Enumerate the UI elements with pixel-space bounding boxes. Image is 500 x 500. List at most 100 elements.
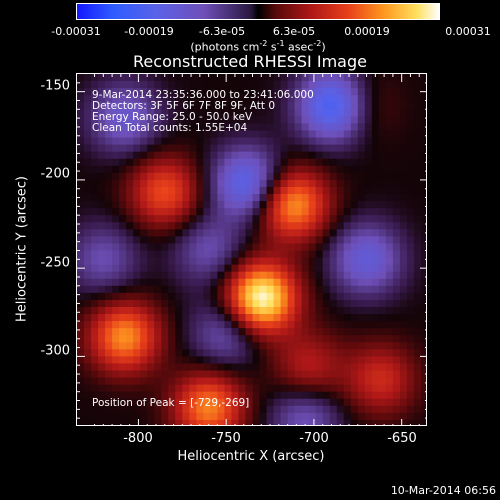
heatmap-cell <box>77 109 85 117</box>
heatmap-cell <box>259 123 268 132</box>
heatmap-cell <box>301 412 310 421</box>
heatmap-cell <box>420 349 426 357</box>
heatmap-cell <box>322 243 331 252</box>
heatmap-cell <box>217 264 226 273</box>
heatmap-cell <box>196 243 204 252</box>
heatmap-cell <box>357 285 366 294</box>
heatmap-cell <box>343 222 352 230</box>
heatmap-cell <box>154 137 162 146</box>
heatmap-cell <box>350 321 359 329</box>
heatmap-cell <box>133 74 141 82</box>
heatmap-cell <box>294 194 303 202</box>
heatmap-cell <box>294 271 303 280</box>
heatmap-cell <box>385 419 394 425</box>
heatmap-cell <box>84 257 92 266</box>
heatmap-cell <box>224 306 233 315</box>
heatmap-cell <box>140 116 148 125</box>
heatmap-cell <box>308 335 317 343</box>
heatmap-cell <box>112 137 120 146</box>
heatmap-cell <box>266 419 275 425</box>
heatmap-cell <box>350 271 359 280</box>
heatmap-cell <box>196 123 204 132</box>
heatmap-cell <box>329 208 338 216</box>
heatmap-cell <box>364 158 373 167</box>
heatmap-cell <box>357 412 366 421</box>
heatmap-cell <box>294 179 303 188</box>
heatmap-cell <box>378 384 387 393</box>
heatmap-cell <box>140 342 148 350</box>
heatmap-cell <box>392 257 401 266</box>
heatmap-cell <box>112 215 120 223</box>
heatmap-cell <box>301 398 310 407</box>
heatmap-cell <box>364 405 373 414</box>
heatmap-cell <box>385 165 394 174</box>
heatmap-cell <box>203 356 211 365</box>
heatmap-cell <box>371 186 380 195</box>
heatmap-cell <box>413 151 422 160</box>
heatmap-cell <box>175 335 183 343</box>
heatmap-cell <box>420 271 426 280</box>
heatmap-cell <box>315 419 324 425</box>
heatmap-cell <box>406 363 415 372</box>
heatmap-cell <box>413 321 422 329</box>
heatmap-cell <box>259 236 268 245</box>
heatmap-cell <box>357 356 366 365</box>
heatmap-cell <box>315 257 324 266</box>
heatmap-cell <box>364 285 373 294</box>
heatmap-cell <box>175 194 183 202</box>
heatmap-cell <box>238 236 247 245</box>
heatmap-cell <box>322 285 331 294</box>
heatmap-cell <box>231 194 240 202</box>
heatmap-cell <box>119 158 127 167</box>
heatmap-cell <box>308 88 317 96</box>
heatmap-cell <box>301 151 310 160</box>
heatmap-cell <box>301 271 310 280</box>
heatmap-cell <box>336 257 345 266</box>
heatmap-cell <box>259 419 268 425</box>
heatmap-cell <box>385 88 394 96</box>
heatmap-cell <box>91 229 99 237</box>
heatmap-cell <box>266 186 275 195</box>
heatmap-cell <box>196 229 204 237</box>
heatmap-cell <box>294 222 303 230</box>
heatmap-cell <box>231 419 240 425</box>
heatmap-cell <box>154 356 162 365</box>
heatmap-cell <box>301 137 310 146</box>
heatmap-cell <box>329 158 338 167</box>
heatmap-cell <box>105 116 113 125</box>
heatmap-cell <box>210 405 218 414</box>
heatmap-cell <box>84 179 92 188</box>
heatmap-cell <box>280 328 289 336</box>
heatmap-cell <box>140 158 148 167</box>
heatmap-cell <box>301 186 310 195</box>
heatmap-cell <box>315 165 324 174</box>
heatmap-cell <box>147 335 155 343</box>
heatmap-cell <box>98 328 106 336</box>
heatmap-cell <box>364 328 373 336</box>
heatmap-cell <box>273 194 282 202</box>
heatmap-cell <box>280 95 289 103</box>
heatmap-cell <box>126 370 134 379</box>
heatmap-cell <box>133 116 141 125</box>
heatmap-cell <box>133 158 141 167</box>
heatmap-cell <box>252 222 261 230</box>
heatmap-cell <box>217 229 226 237</box>
heatmap-cell <box>301 179 310 188</box>
heatmap-cell <box>140 201 148 209</box>
heatmap-cell <box>280 151 289 160</box>
heatmap-cell <box>343 109 352 117</box>
heatmap-cell <box>336 370 345 379</box>
heatmap-cell <box>385 243 394 252</box>
heatmap-cell <box>203 321 211 329</box>
heatmap-cell <box>210 250 218 259</box>
heatmap-cell <box>168 299 176 308</box>
heatmap-cell <box>385 321 394 329</box>
heatmap-cell <box>315 398 324 407</box>
heatmap-cell <box>350 292 359 301</box>
heatmap-cell <box>140 130 148 139</box>
heatmap-cell <box>224 186 233 195</box>
heatmap-cell <box>196 356 204 365</box>
heatmap-cell <box>168 398 176 407</box>
heatmap-cell <box>182 398 190 407</box>
heatmap-cell <box>189 278 197 287</box>
